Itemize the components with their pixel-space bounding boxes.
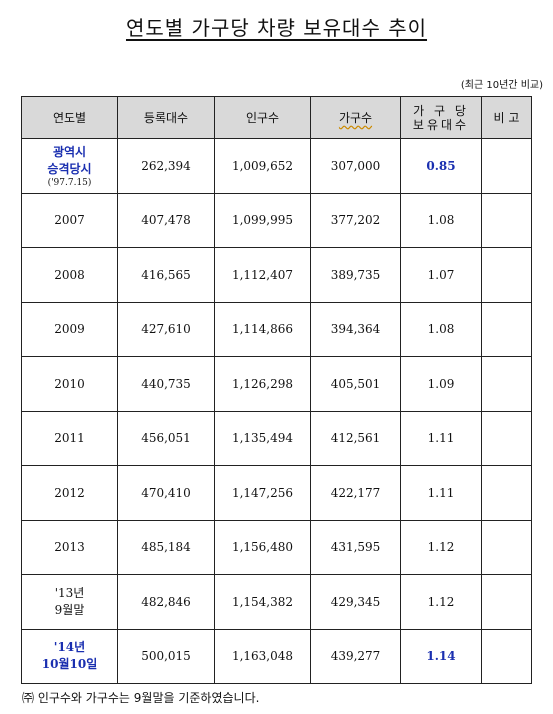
remarks-cell (481, 138, 532, 194)
households-cell: 377,202 (310, 192, 401, 248)
per-household-cell: 1.11 (400, 410, 482, 466)
registered-cell: 262,394 (117, 138, 215, 194)
registered-cell: 500,015 (117, 628, 215, 684)
table-row: 2009 427,610 1,114,866 394,364 1.08 (21, 301, 532, 357)
registered-cell: 407,478 (117, 192, 215, 248)
registered-cell: 456,051 (117, 410, 215, 466)
remarks-cell (481, 465, 532, 521)
table-row: 2013 485,184 1,156,480 431,595 1.12 (21, 519, 532, 575)
comparison-note: (최근 10년간 비교) (460, 80, 543, 91)
table-row: '14년 10월10일 500,015 1,163,048 439,277 1.1… (21, 628, 532, 684)
remarks-cell (481, 410, 532, 466)
households-cell: 422,177 (310, 465, 401, 521)
population-cell: 1,126,298 (214, 356, 311, 412)
per-household-cell: 1.12 (400, 519, 482, 575)
remarks-cell (481, 247, 532, 303)
per-household-cell: 1.07 (400, 247, 482, 303)
households-cell: 429,345 (310, 574, 401, 630)
year-cell: 2008 (21, 247, 118, 303)
header-year: 연도별 (21, 96, 118, 139)
year-cell: 2010 (21, 356, 118, 412)
registered-cell: 440,735 (117, 356, 215, 412)
year-cell: '14년 10월10일 (21, 628, 118, 684)
per-household-cell: 1.09 (400, 356, 482, 412)
page-title: 연도별 가구당 차량 보유대수 추이 (125, 16, 428, 40)
households-cell: 405,501 (310, 356, 401, 412)
households-cell: 439,277 (310, 628, 401, 684)
households-cell: 431,595 (310, 519, 401, 575)
table-row: 2007 407,478 1,099,995 377,202 1.08 (21, 192, 532, 248)
population-cell: 1,154,382 (214, 574, 311, 630)
footnote: ㈜ 인구수와 가구수는 9월말을 기준하였습니다. (22, 691, 260, 705)
registered-cell: 416,565 (117, 247, 215, 303)
population-cell: 1,009,652 (214, 138, 311, 194)
table-row: 2010 440,735 1,126,298 405,501 1.09 (21, 356, 532, 412)
remarks-cell (481, 519, 532, 575)
population-cell: 1,114,866 (214, 301, 311, 357)
year-cell: 2012 (21, 465, 118, 521)
year-cell: 광역시 승격당시 ('97.7.15) (21, 138, 118, 194)
registered-cell: 482,846 (117, 574, 215, 630)
per-household-cell: 1.08 (400, 192, 482, 248)
table-header-row: 연도별 등록대수 인구수 가구수 가 구 당 보유대수 비 고 (21, 96, 532, 139)
registered-cell: 427,610 (117, 301, 215, 357)
population-cell: 1,163,048 (214, 628, 311, 684)
households-cell: 412,561 (310, 410, 401, 466)
vehicle-ownership-table: 연도별 등록대수 인구수 가구수 가 구 당 보유대수 비 고 광역시 승격당시 (… (21, 96, 532, 684)
registered-cell: 485,184 (117, 519, 215, 575)
remarks-cell (481, 628, 532, 684)
households-cell: 307,000 (310, 138, 401, 194)
year-cell: 2013 (21, 519, 118, 575)
table-row: 2011 456,051 1,135,494 412,561 1.11 (21, 410, 532, 466)
per-household-cell: 1.12 (400, 574, 482, 630)
header-registered: 등록대수 (117, 96, 215, 139)
population-cell: 1,112,407 (214, 247, 311, 303)
per-household-cell: 1.08 (400, 301, 482, 357)
table-row: 광역시 승격당시 ('97.7.15) 262,394 1,009,652 307… (21, 138, 532, 194)
population-cell: 1,135,494 (214, 410, 311, 466)
header-population: 인구수 (214, 96, 311, 139)
remarks-cell (481, 356, 532, 412)
per-household-cell: 1.11 (400, 465, 482, 521)
year-cell: 2009 (21, 301, 118, 357)
remarks-cell (481, 301, 532, 357)
remarks-cell (481, 574, 532, 630)
population-cell: 1,156,480 (214, 519, 311, 575)
population-cell: 1,099,995 (214, 192, 311, 248)
year-cell: 2007 (21, 192, 118, 248)
per-household-cell: 0.85 (400, 138, 482, 194)
households-cell: 394,364 (310, 301, 401, 357)
registered-cell: 470,410 (117, 465, 215, 521)
year-cell: '13년 9월말 (21, 574, 118, 630)
table-row: 2008 416,565 1,112,407 389,735 1.07 (21, 247, 532, 303)
households-cell: 389,735 (310, 247, 401, 303)
year-cell: 2011 (21, 410, 118, 466)
table-row: 2012 470,410 1,147,256 422,177 1.11 (21, 465, 532, 521)
remarks-cell (481, 192, 532, 248)
header-remarks: 비 고 (481, 96, 532, 139)
population-cell: 1,147,256 (214, 465, 311, 521)
header-per-household: 가 구 당 보유대수 (400, 96, 482, 139)
table-row: '13년 9월말 482,846 1,154,382 429,345 1.12 (21, 574, 532, 630)
header-households: 가구수 (310, 96, 401, 139)
per-household-cell: 1.14 (400, 628, 482, 684)
